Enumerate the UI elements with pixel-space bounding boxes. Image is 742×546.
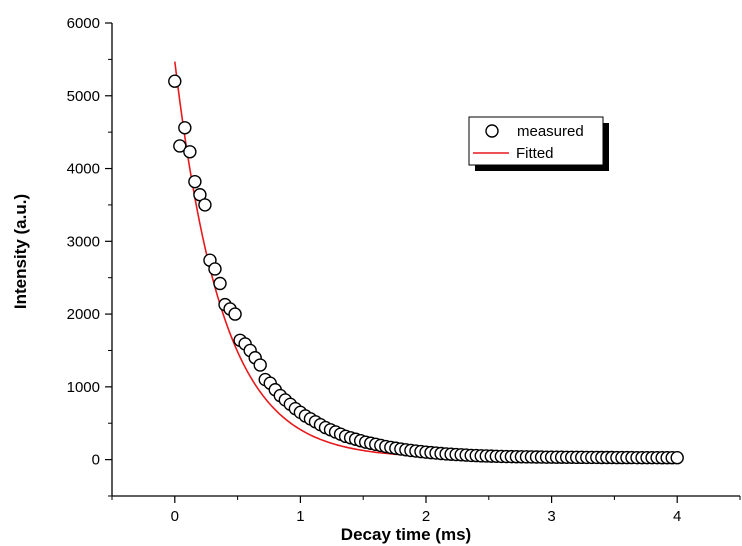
chart-axes: 0 1 2 3 4 0 1000 2000 3000 4000 5000 6000 — [67, 15, 741, 525]
data-point — [228, 307, 242, 321]
x-tick-label: 4 — [673, 508, 681, 525]
data-point — [168, 74, 182, 88]
legend-label-fitted: Fitted — [516, 145, 554, 162]
y-tick-label: 3000 — [67, 233, 100, 250]
y-tick-label: 5000 — [67, 88, 100, 105]
data-point — [183, 145, 197, 159]
x-tick-label: 3 — [547, 508, 555, 525]
x-tick-label: 0 — [171, 508, 179, 525]
y-tick-label: 4000 — [67, 161, 100, 178]
measured-series — [168, 74, 684, 465]
data-point — [188, 174, 202, 189]
y-axis-title: Intensity (a.u.) — [11, 194, 30, 309]
data-point — [208, 262, 222, 276]
y-tick-label: 0 — [92, 452, 100, 469]
data-point — [173, 139, 187, 153]
x-tick-label: 2 — [422, 508, 430, 525]
data-point — [253, 358, 267, 372]
data-point — [178, 121, 192, 135]
y-tick-label: 1000 — [67, 379, 100, 396]
legend-marker-measured — [485, 124, 499, 138]
data-point — [213, 276, 227, 291]
y-tick-label: 6000 — [67, 15, 100, 32]
x-axis-title: Decay time (ms) — [341, 525, 471, 544]
chart-legend: measured Fitted — [468, 116, 609, 171]
legend-label-measured: measured — [517, 123, 584, 140]
data-point — [670, 451, 684, 465]
data-point — [198, 198, 212, 212]
y-tick-label: 2000 — [67, 306, 100, 323]
x-tick-label: 1 — [296, 508, 304, 525]
